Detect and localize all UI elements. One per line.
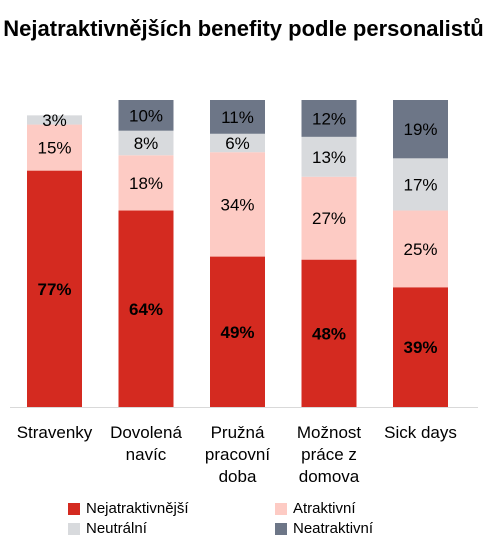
category-label: Pružná pracovní doba [204, 423, 271, 486]
bar-segment [301, 100, 357, 137]
data-label: 25% [403, 240, 437, 259]
data-label: 8% [134, 134, 159, 153]
bar-segment [301, 176, 357, 260]
data-label: 27% [312, 209, 346, 228]
data-label: 6% [225, 134, 250, 153]
bar-segment [27, 115, 82, 125]
bar-segment [210, 100, 265, 134]
data-label: 3% [42, 111, 67, 130]
data-label: 48% [312, 324, 346, 343]
bar-segment [301, 136, 357, 177]
data-label: 17% [403, 175, 437, 194]
data-label: 12% [312, 109, 346, 128]
category-label: Dovolená navíc [110, 423, 182, 464]
data-label: 34% [220, 195, 254, 214]
bar-segment [393, 158, 448, 211]
data-label: 11% [221, 108, 254, 127]
data-label: 39% [403, 338, 437, 357]
data-label: 19% [403, 120, 437, 139]
category-label: Sick days [384, 423, 457, 442]
bar-segment [118, 100, 174, 131]
bar-segment [210, 256, 265, 407]
data-label: 64% [129, 300, 163, 319]
bar-segment [393, 100, 448, 159]
category-label: Stravenky [16, 423, 93, 442]
bar-segment [393, 210, 448, 288]
data-label: 77% [37, 280, 71, 299]
bar-segment [27, 170, 82, 407]
data-label: 10% [129, 106, 163, 125]
category-label: Možnost práce z domova [296, 423, 362, 486]
chart-title: Nejatraktivnějších benefity podle person… [0, 14, 487, 43]
bar-segment [118, 130, 174, 156]
bar-segment [301, 259, 357, 407]
bar-segment [27, 124, 82, 171]
chart-title-text: Nejatraktivnějších benefity podle person… [3, 16, 484, 41]
bar-segment [210, 133, 265, 153]
data-label: 18% [129, 174, 163, 193]
bar-segment [210, 152, 265, 257]
bar-segment [118, 155, 174, 211]
data-label: 13% [312, 148, 346, 167]
data-label: 15% [37, 139, 71, 158]
bar-segment [393, 287, 448, 407]
data-label: 49% [220, 323, 254, 342]
bar-segment [118, 210, 174, 407]
